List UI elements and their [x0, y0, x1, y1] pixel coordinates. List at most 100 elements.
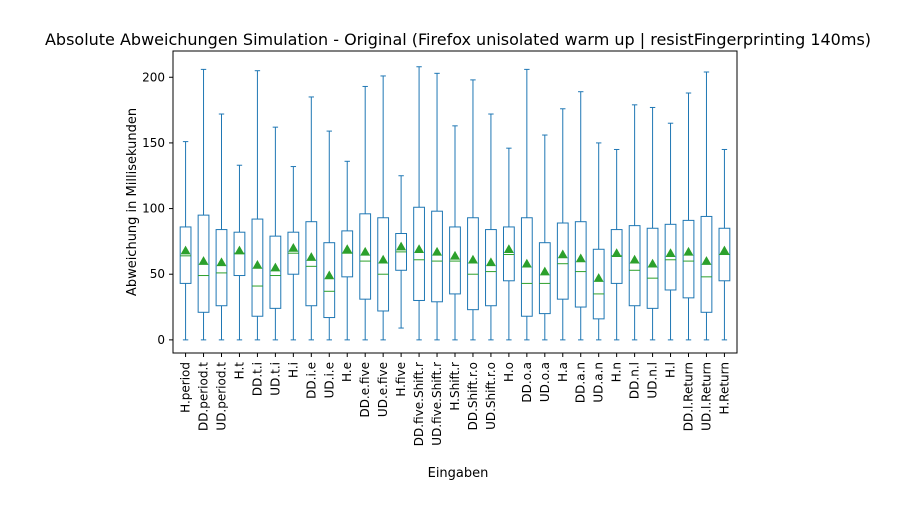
box-item	[305, 96, 318, 341]
mean-marker	[342, 244, 353, 254]
mean-marker	[503, 244, 514, 254]
box	[700, 215, 713, 313]
x-tick-label: DD.five.Shift.r	[412, 362, 426, 446]
box-item	[269, 126, 282, 341]
x-tick-label: DD.e.five	[358, 362, 372, 418]
box	[431, 210, 443, 303]
x-tick-label: DD.o.a	[520, 362, 534, 403]
y-tick-label: 200	[142, 70, 165, 84]
x-tick-label: UD.o.a	[538, 362, 552, 402]
mean-marker	[450, 250, 460, 260]
box-item	[502, 147, 515, 341]
box	[610, 229, 623, 284]
box-item	[251, 70, 264, 341]
x-tick-label: H.Return	[717, 362, 731, 414]
box-item	[556, 108, 569, 341]
y-tick-label: 0	[157, 333, 165, 347]
y-tick-label: 100	[142, 202, 165, 216]
box-item	[610, 148, 623, 341]
mean-marker	[306, 252, 317, 261]
box-item	[520, 68, 533, 341]
mean-marker	[360, 246, 371, 256]
box-item	[485, 113, 497, 341]
x-tick-label: H.l	[664, 362, 678, 378]
box-item	[341, 160, 354, 341]
mean-marker	[521, 258, 532, 268]
mean-marker	[432, 246, 443, 256]
box-item	[592, 142, 605, 341]
chart-title: Absolute Abweichungen Simulation - Origi…	[45, 30, 871, 49]
x-axis: H.period DD.period.t UD.period.t H.t DD.t.i U…	[179, 353, 731, 446]
mean-marker	[270, 262, 281, 272]
x-tick-label: DD.t.i	[250, 362, 264, 396]
mean-marker	[719, 245, 730, 255]
box-item	[179, 141, 192, 341]
mean-marker	[593, 273, 604, 282]
mean-marker	[467, 254, 478, 264]
box	[197, 214, 210, 313]
x-tick-label: DD.i.e	[304, 362, 318, 399]
box-item	[431, 72, 443, 341]
mean-marker	[396, 241, 407, 251]
x-tick-label: H.a	[556, 362, 570, 382]
x-tick-label: H.Shift.r	[448, 362, 462, 411]
x-tick-label: DD.a.n	[574, 362, 588, 403]
box-item	[718, 148, 731, 341]
mean-marker	[216, 257, 227, 267]
box-item	[538, 134, 551, 341]
box	[413, 206, 425, 301]
box-item	[287, 166, 300, 341]
box-item	[413, 66, 425, 341]
y-axis: 0 50 100 150 200	[142, 70, 173, 347]
mean-marker	[378, 254, 389, 264]
box	[520, 217, 533, 317]
mean-marker	[647, 258, 658, 268]
x-tick-label: H.period	[179, 362, 193, 413]
box	[682, 219, 695, 299]
mean-marker	[414, 244, 425, 254]
x-tick-label: UD.period.t	[214, 362, 228, 431]
box	[664, 223, 677, 291]
mean-marker	[485, 257, 496, 267]
box-item	[700, 71, 713, 341]
mean-marker	[288, 242, 299, 252]
box-item	[395, 175, 408, 329]
box-series	[179, 66, 731, 341]
box-item	[377, 75, 390, 341]
box	[359, 213, 372, 300]
box	[215, 229, 228, 307]
mean-marker	[539, 266, 550, 276]
mean-marker	[575, 253, 586, 263]
x-tick-label: H.o	[502, 362, 516, 382]
box	[305, 221, 318, 307]
x-tick-label: UD.Shift.r.o	[484, 362, 498, 430]
x-tick-label: H.e	[340, 362, 354, 382]
x-tick-label: UD.a.n	[592, 362, 606, 403]
box	[646, 227, 659, 309]
x-tick-label: H.t	[232, 362, 246, 380]
mean-marker	[324, 270, 335, 280]
box	[323, 242, 336, 319]
mean-marker	[701, 256, 712, 265]
box	[556, 222, 569, 300]
mean-marker	[180, 245, 191, 255]
x-tick-label: UD.n.l	[646, 362, 660, 399]
box	[467, 217, 479, 311]
box	[574, 221, 587, 308]
y-tick-label: 50	[150, 267, 165, 281]
y-axis-label: Abweichung in Millisekunden	[125, 108, 140, 296]
box-item	[449, 125, 461, 341]
box	[233, 231, 246, 277]
box	[449, 226, 461, 295]
box	[628, 225, 641, 307]
box-item	[197, 68, 210, 341]
mean-marker	[234, 245, 245, 255]
box	[538, 242, 551, 315]
box	[502, 226, 515, 282]
box	[341, 230, 354, 278]
x-tick-label: UD.l.Return	[699, 362, 713, 431]
box-item	[682, 92, 695, 341]
x-tick-label: DD.n.l	[628, 362, 642, 399]
box-item	[574, 91, 587, 341]
